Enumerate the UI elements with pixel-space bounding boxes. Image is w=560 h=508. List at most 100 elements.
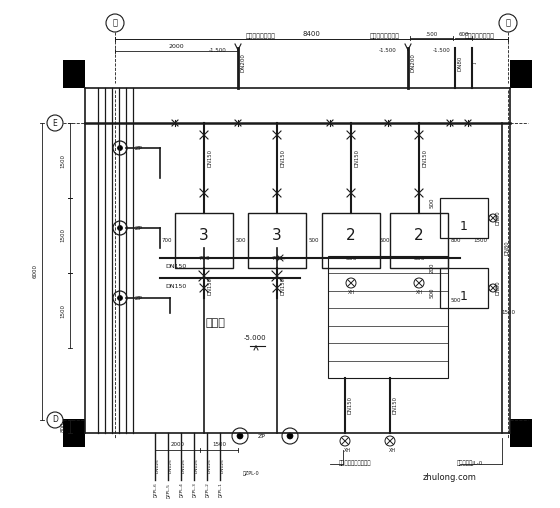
Text: 6000: 6000: [32, 265, 38, 278]
Text: 800: 800: [413, 256, 425, 261]
Text: 消ZPL-2: 消ZPL-2: [205, 483, 209, 497]
Text: DN200: DN200: [410, 53, 416, 73]
Circle shape: [340, 436, 350, 446]
Text: DN150: DN150: [348, 397, 352, 415]
Text: DN150: DN150: [422, 149, 427, 167]
Text: 500: 500: [380, 238, 390, 243]
Text: 消ZPL-4: 消ZPL-4: [179, 483, 183, 497]
Text: 800: 800: [60, 421, 66, 432]
Text: 楼室内消火栓给水干管: 楼室内消火栓给水干管: [339, 460, 371, 466]
Text: XH: XH: [416, 291, 423, 296]
Text: XH: XH: [343, 449, 351, 454]
Text: 1: 1: [460, 290, 468, 302]
Text: D: D: [52, 416, 58, 425]
Text: zhulong.com: zhulong.com: [423, 473, 477, 483]
Circle shape: [118, 296, 123, 301]
Text: ZP: ZP: [258, 433, 266, 438]
Circle shape: [385, 436, 395, 446]
Text: 500: 500: [309, 238, 319, 243]
Circle shape: [237, 433, 243, 439]
Text: 800: 800: [451, 238, 461, 243]
Text: 500: 500: [235, 238, 246, 243]
Text: DN150: DN150: [165, 283, 186, 289]
Text: ZP: ZP: [135, 296, 143, 301]
Text: .500: .500: [426, 31, 437, 37]
Text: 2: 2: [414, 228, 424, 243]
Text: DN125: DN125: [156, 459, 160, 473]
Text: 2000: 2000: [170, 442, 184, 448]
Text: 500: 500: [430, 198, 435, 208]
Bar: [63, 419, 85, 447]
Circle shape: [113, 141, 127, 155]
Bar: [390, 213, 448, 268]
Circle shape: [118, 226, 123, 231]
Text: 接给水立管JL-0: 接给水立管JL-0: [457, 460, 483, 466]
Text: E: E: [53, 118, 57, 128]
Text: 1: 1: [460, 219, 468, 233]
Text: ZP: ZP: [135, 145, 143, 150]
Text: DN80: DN80: [505, 241, 510, 256]
Bar: [440, 268, 488, 308]
Text: 1500: 1500: [212, 442, 226, 448]
Text: DN150: DN150: [393, 397, 398, 415]
Text: 1500: 1500: [473, 238, 487, 243]
Bar: [63, 60, 85, 88]
Text: 700: 700: [198, 256, 210, 261]
Circle shape: [414, 278, 424, 288]
Text: -1.500: -1.500: [378, 48, 396, 52]
Text: DN150: DN150: [208, 149, 212, 167]
Circle shape: [113, 291, 127, 305]
Text: ZP: ZP: [135, 226, 143, 231]
Text: 1500: 1500: [60, 303, 66, 318]
Bar: [248, 213, 306, 268]
Text: 2: 2: [346, 228, 356, 243]
Text: DN150: DN150: [208, 277, 212, 295]
Text: ⑫: ⑫: [506, 18, 511, 27]
Circle shape: [489, 284, 497, 292]
Text: 水泵房: 水泵房: [205, 318, 225, 328]
Text: 1500: 1500: [501, 310, 515, 315]
Text: DN150: DN150: [354, 149, 360, 167]
Text: 700: 700: [162, 238, 172, 243]
Text: DN125: DN125: [221, 459, 225, 473]
Text: 800: 800: [345, 256, 357, 261]
Bar: [510, 60, 532, 88]
Text: 接室外消防贮水池: 接室外消防贮水池: [246, 33, 276, 39]
Text: DN80: DN80: [458, 55, 463, 71]
Circle shape: [499, 14, 517, 32]
Text: 接室外生活贮水池: 接室外生活贮水池: [465, 33, 495, 39]
Text: DN150: DN150: [281, 277, 286, 295]
Text: 消ZPL-1: 消ZPL-1: [218, 483, 222, 497]
Text: DN125: DN125: [208, 459, 212, 473]
Text: DN150: DN150: [165, 264, 186, 269]
Text: 700: 700: [271, 256, 283, 261]
Circle shape: [287, 433, 293, 439]
Text: -1.500: -1.500: [432, 48, 450, 52]
Circle shape: [113, 221, 127, 235]
Bar: [322, 213, 380, 268]
Text: 2000: 2000: [169, 45, 184, 49]
Text: 500: 500: [430, 288, 435, 298]
Text: XH: XH: [347, 291, 354, 296]
Text: XH: XH: [389, 449, 395, 454]
Circle shape: [232, 428, 248, 444]
Text: DN200: DN200: [240, 53, 245, 73]
Text: 600: 600: [458, 31, 469, 37]
Text: 接室外消防贮水池: 接室外消防贮水池: [370, 33, 400, 39]
Text: 消ZPL-0: 消ZPL-0: [242, 470, 259, 475]
Bar: [440, 198, 488, 238]
Circle shape: [282, 428, 298, 444]
Circle shape: [489, 214, 497, 222]
Text: 500: 500: [451, 298, 461, 302]
Text: 3: 3: [272, 228, 282, 243]
Text: 3: 3: [199, 228, 209, 243]
Text: DN125: DN125: [182, 459, 186, 473]
Text: 1500: 1500: [60, 229, 66, 242]
Text: -5.000: -5.000: [244, 335, 267, 341]
Text: -1.500: -1.500: [208, 48, 226, 52]
Bar: [510, 419, 532, 447]
Circle shape: [47, 115, 63, 131]
Text: 消ZPL-6: 消ZPL-6: [153, 483, 157, 497]
Bar: [175, 213, 233, 268]
Circle shape: [118, 145, 123, 150]
